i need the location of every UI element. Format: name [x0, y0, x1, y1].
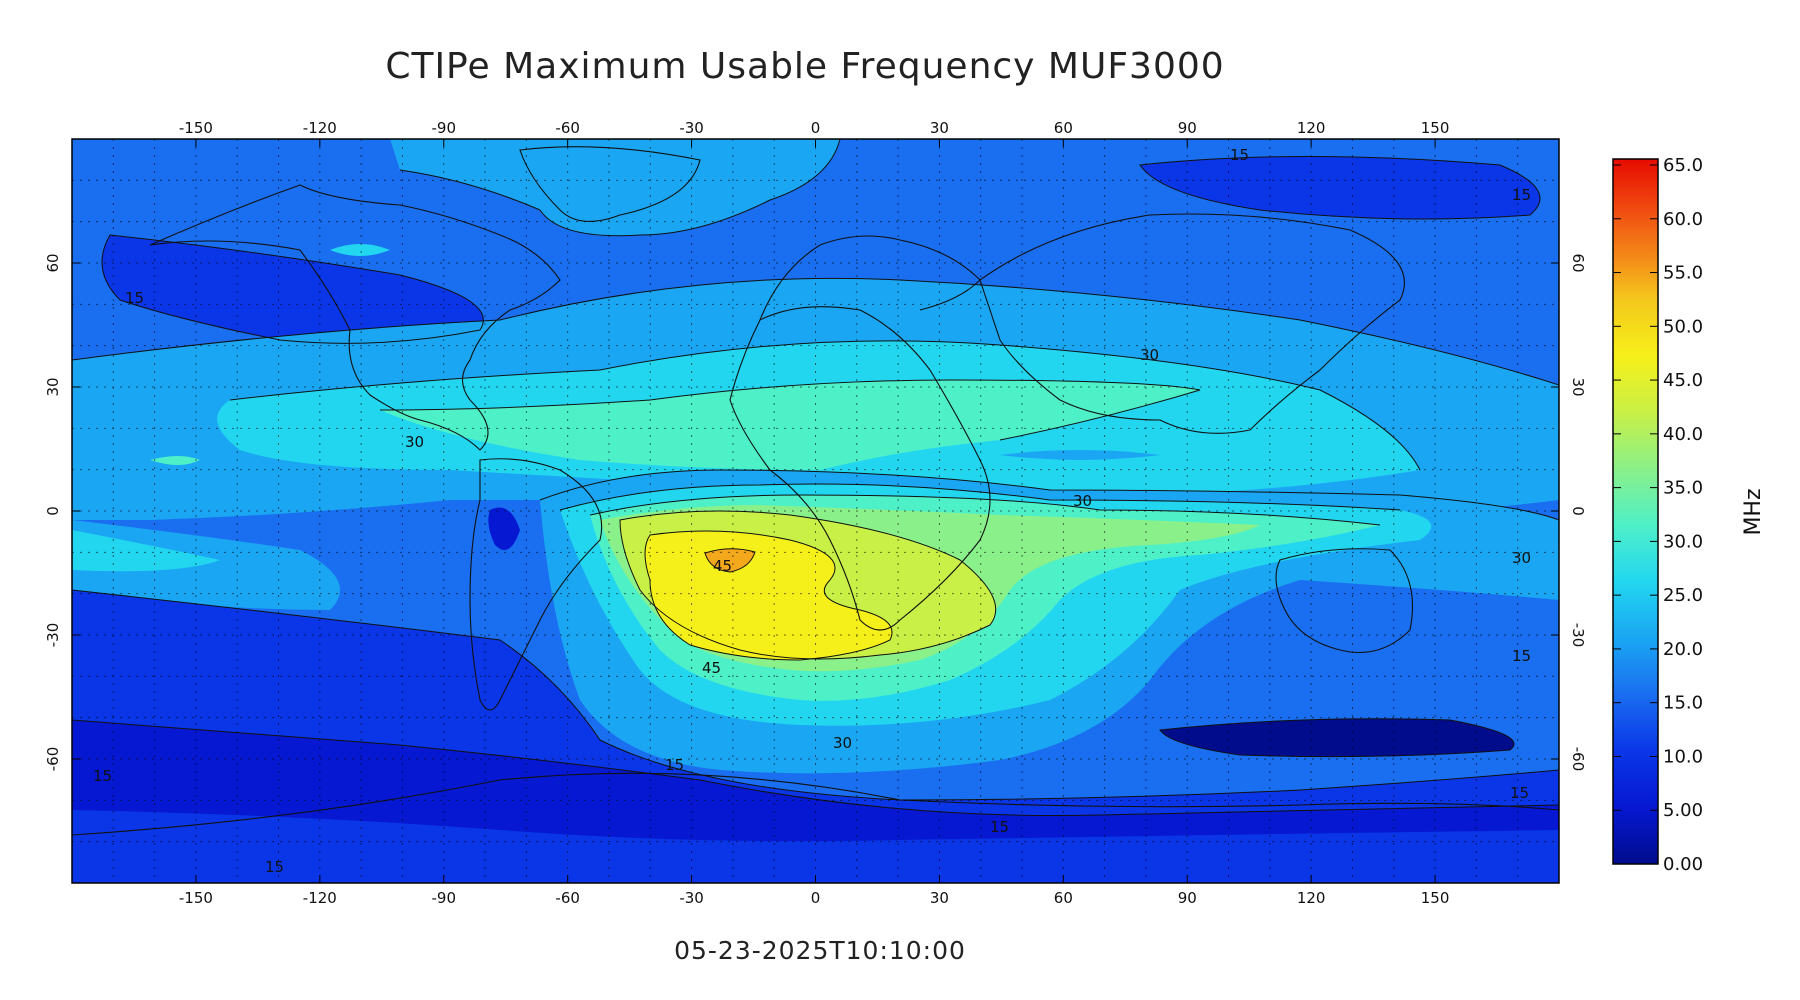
colorbar-tick-label: 65.0	[1663, 155, 1703, 176]
band-45-core	[645, 531, 892, 660]
lon-tick-label-bottom: 60	[1054, 889, 1073, 907]
lon-tick-label-top: -90	[432, 119, 457, 137]
colorbar-unit-label: MHz	[1741, 488, 1766, 535]
lon-tick-label-top: 60	[1054, 119, 1073, 137]
lon-tick-label-bottom: 150	[1421, 889, 1450, 907]
contour-label: 45	[713, 557, 732, 575]
lon-tick-label-top: 90	[1178, 119, 1197, 137]
colorbar-tick-label: 30.0	[1663, 531, 1703, 552]
lon-tick-label-top: 150	[1421, 119, 1450, 137]
contour-label: 15	[990, 818, 1009, 836]
colorbar-scale	[1612, 158, 1659, 865]
lon-tick-label-bottom: -60	[555, 889, 580, 907]
lon-tick-label-bottom: 90	[1178, 889, 1197, 907]
lon-tick-label-top: -60	[555, 119, 580, 137]
lon-tick-label-bottom: 0	[811, 889, 821, 907]
colorbar-tick-label: 10.0	[1663, 746, 1703, 767]
lat-tick-label-right: 30	[1569, 377, 1587, 396]
band-25-south-pacific	[72, 530, 220, 572]
axis-ticks: -150 -150 -120 -120 -90 -90 -60 -60 -30 -30 0 0 30 30…	[44, 119, 1587, 907]
colorbar-tick-label: 60.0	[1663, 209, 1703, 230]
band-30-equatorial	[380, 380, 1200, 470]
contour-label-group: 15 15 15 15 15 15 15 15 15 30 30 30 30 3…	[93, 146, 1531, 876]
lat-tick-label-left: -30	[44, 623, 62, 648]
lat-tick-label-left: 30	[44, 377, 62, 396]
contour-lines	[72, 139, 1559, 817]
band-20-indian-patch	[1000, 450, 1160, 460]
colorbar-tick-label: 40.0	[1663, 424, 1703, 445]
lat-tick-label-left: 0	[44, 506, 62, 516]
band-10-north-pacific	[102, 235, 484, 344]
timestamp: 05-23-2025T10:10:00	[674, 936, 966, 965]
colorbar-ticks: 65.0 60.0 55.0 50.0 45.0 40.0 35.0 30.0 25.0 20.0…	[1613, 155, 1703, 875]
contour-label: 15	[665, 756, 684, 774]
lon-tick-label-bottom: 30	[930, 889, 949, 907]
band-25-north-patch	[330, 244, 390, 256]
lon-tick-label-top: 120	[1297, 119, 1326, 137]
contour-label: 30	[405, 433, 424, 451]
contour-label: 15	[265, 858, 284, 876]
map-title: CTIPe Maximum Usable Frequency MUF3000	[385, 46, 1225, 87]
contour-label: 45	[702, 659, 721, 677]
contour-label: 15	[1512, 647, 1531, 665]
contour-label: 30	[1140, 346, 1159, 364]
colorbar-tick-label: 50.0	[1663, 316, 1703, 337]
lon-tick-label-bottom: -30	[679, 889, 704, 907]
colorbar: 65.0 60.0 55.0 50.0 45.0 40.0 35.0 30.0 25.0 20.0…	[1612, 155, 1766, 875]
band-20-south-pacific	[72, 520, 340, 610]
colorbar-tick-label: 35.0	[1663, 478, 1703, 499]
lon-tick-label-bottom: -150	[179, 889, 213, 907]
colorbar-tick-label: 5.00	[1663, 800, 1703, 821]
band-20-north-polar	[390, 139, 840, 236]
colorbar-tick-label: 25.0	[1663, 585, 1703, 606]
lat-tick-label-right: -30	[1569, 623, 1587, 648]
lon-tick-label-top: -120	[303, 119, 337, 137]
contour-label: 30	[1512, 549, 1531, 567]
contour-label: 15	[1230, 146, 1249, 164]
coastlines	[72, 146, 1559, 836]
colorbar-tick-label: 45.0	[1663, 370, 1703, 391]
contour-label: 15	[1512, 186, 1531, 204]
lon-tick-label-top: 0	[811, 119, 821, 137]
contour-label: 15	[93, 767, 112, 785]
lat-tick-label-right: 60	[1569, 253, 1587, 272]
contour-label: 15	[125, 289, 144, 307]
contour-label: 30	[1073, 492, 1092, 510]
band-10-north-asia	[1140, 156, 1540, 219]
colorbar-tick-label: 55.0	[1663, 263, 1703, 284]
lon-tick-label-bottom: -90	[432, 889, 457, 907]
lat-tick-label-right: -60	[1569, 747, 1587, 772]
contour-label: 15	[1510, 784, 1529, 802]
lon-tick-label-top: -30	[679, 119, 704, 137]
colorbar-tick-label: 15.0	[1663, 693, 1703, 714]
lon-tick-label-bottom: -120	[303, 889, 337, 907]
colorbar-tick-label: 20.0	[1663, 639, 1703, 660]
lat-tick-label-left: 60	[44, 253, 62, 272]
contour-label: 30	[833, 734, 852, 752]
lat-tick-label-left: -60	[44, 747, 62, 772]
lon-tick-label-bottom: 120	[1297, 889, 1326, 907]
colorbar-tick-label: 0.00	[1663, 854, 1703, 875]
lon-tick-label-top: -150	[179, 119, 213, 137]
band-0-south-indian	[1160, 718, 1514, 757]
lat-tick-label-right: 0	[1569, 506, 1587, 516]
band-50-peak	[705, 548, 755, 572]
band-30-pacific-patch	[150, 456, 200, 465]
lon-tick-label-top: 30	[930, 119, 949, 137]
band-5-east-pacific	[488, 507, 520, 550]
